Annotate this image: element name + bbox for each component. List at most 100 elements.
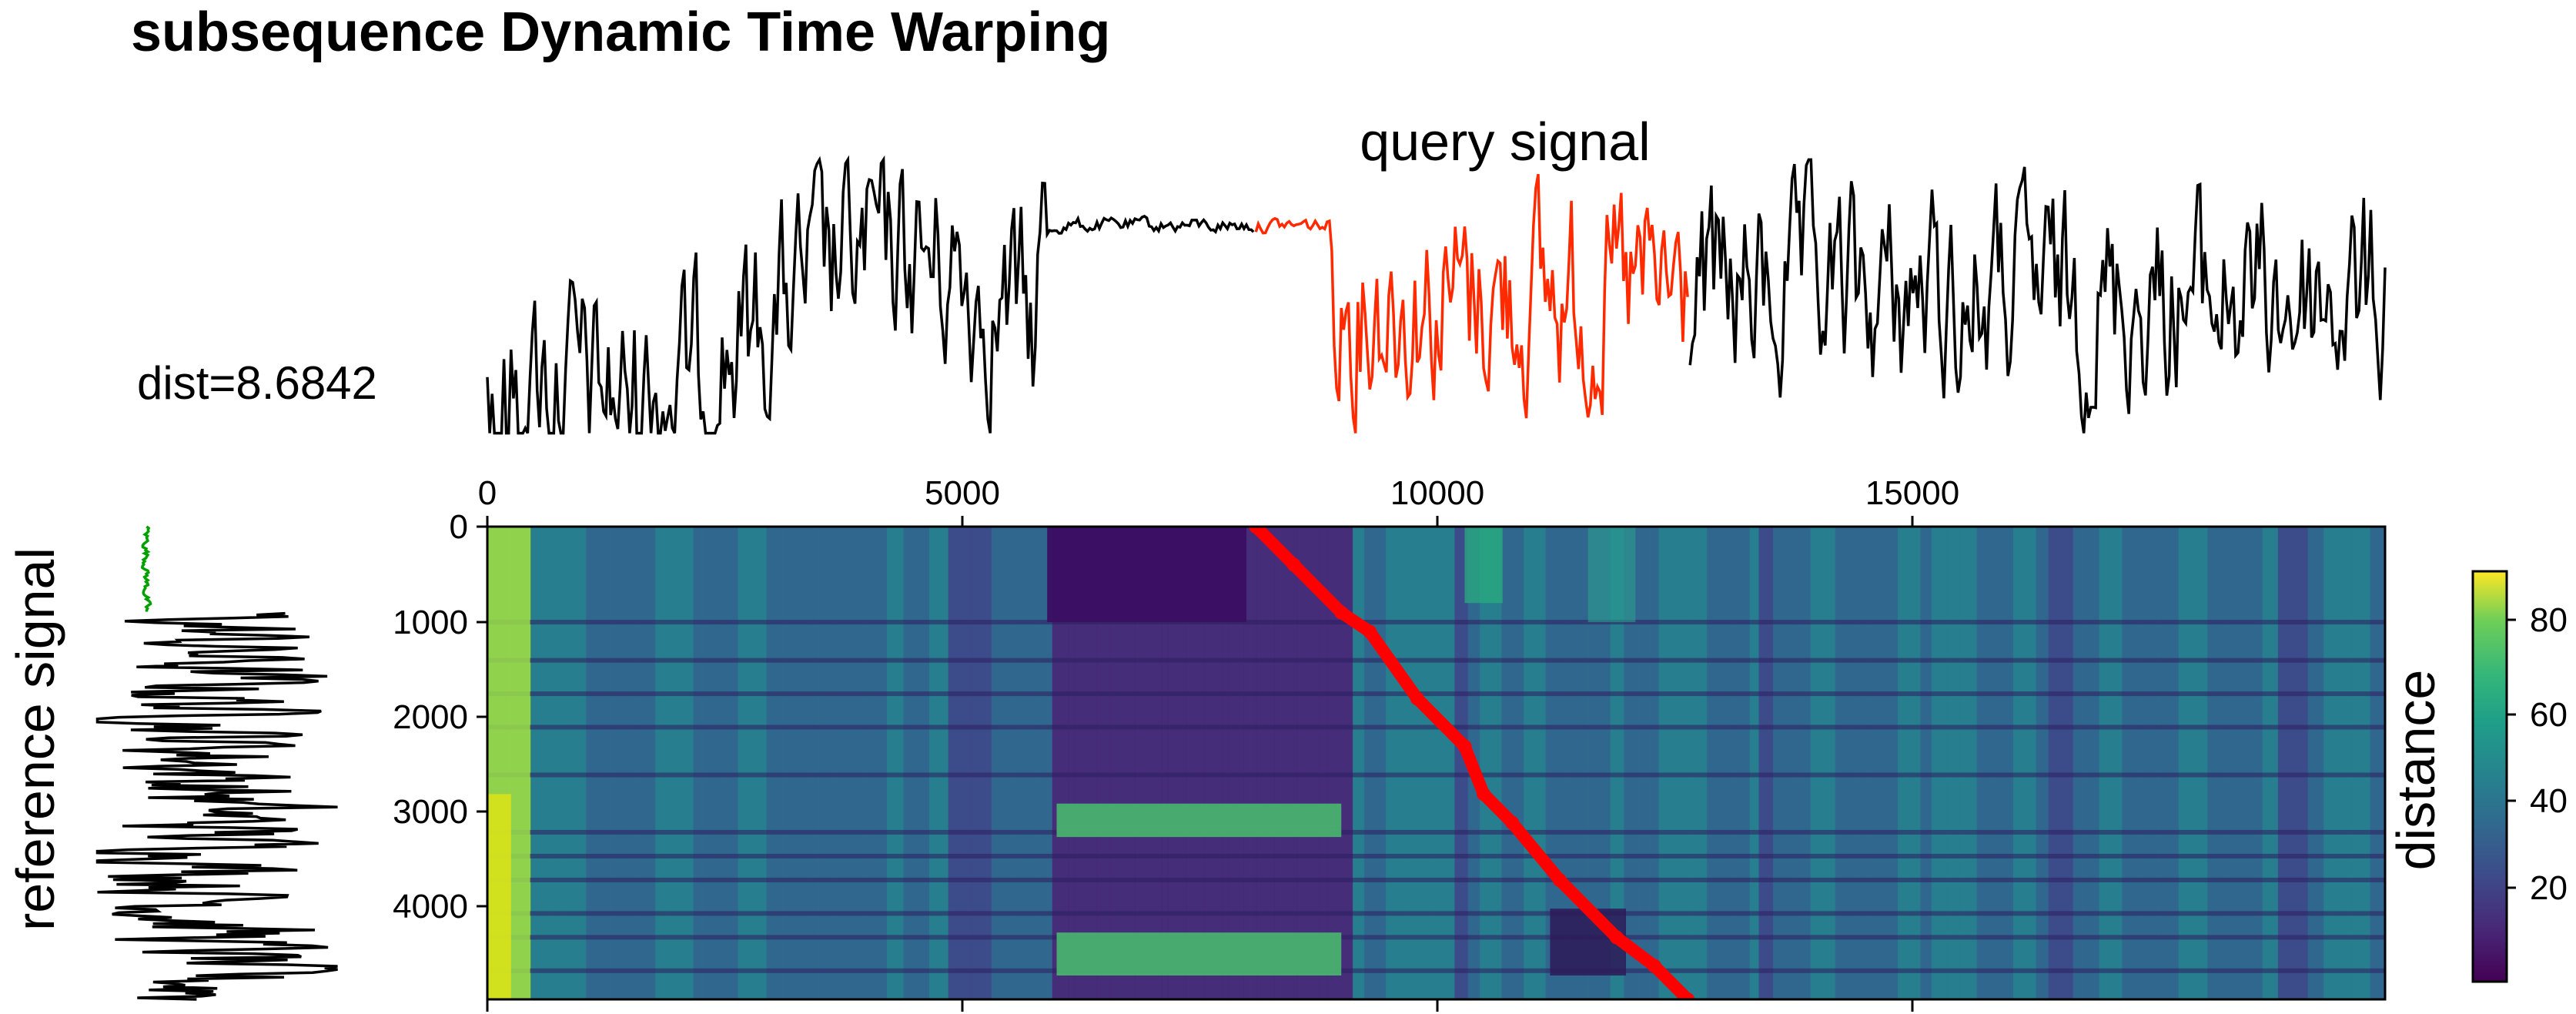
heatmap-column-band [1963,527,1978,999]
heatmap-column-band [1480,527,1503,999]
figure-title: subsequence Dynamic Time Warping [131,2,1110,63]
heatmap-column-band [655,527,667,999]
heatmap-column-band [1501,527,1525,999]
heatmap-column-band [2333,527,2348,999]
heatmap-column-band [2073,527,2083,999]
heatmap-column-band [1793,527,1803,999]
y-tick-label-3000: 3000 [393,793,468,831]
colorbar-tick-label-40: 40 [2530,782,2568,820]
x-tick-label-0: 0 [478,474,497,512]
heatmap-column-band [1363,527,1381,999]
heatmap-column-band [2307,527,2325,999]
warping-path-point [1286,557,1301,572]
x-axis-top: 0 5000 10000 15000 [478,474,1959,527]
heatmap-column-band [1976,527,1991,999]
heatmap-column-band [991,527,1015,999]
heatmap-column-band [2277,527,2309,999]
heatmap-column-band [1858,527,1871,999]
heatmap-column-band [2158,527,2180,999]
colorbar-label: distance [2386,670,2446,871]
heatmap-column-band [1802,527,1812,999]
heatmap-column-band [971,527,992,999]
heatmap-row-band [487,911,2385,916]
x-tick-label-5000: 5000 [925,474,1000,512]
heatmap-column-band [832,527,864,999]
heatmap-column-band [725,527,739,999]
y-tick-label-2000: 2000 [393,698,468,736]
warping-path-point [1681,992,1695,999]
heatmap-column-band [1434,527,1456,999]
heatmap-rows [487,620,2385,973]
warping-path-line [1250,527,1694,999]
heatmap-block [1047,527,1246,623]
distance-readout: dist=8.6842 [137,357,377,409]
heatmap-row-band [487,877,2385,882]
warping-path-point [1249,527,1263,534]
heatmap-block [1056,932,1342,976]
query-signal-plot [486,155,2387,435]
heatmap-column-band [2082,527,2100,999]
heatmap-column-band [2099,527,2123,999]
heatmap-column-band [635,527,657,999]
heatmap-row-band [487,620,2385,625]
heatmap-column-band [1989,527,2014,999]
heatmap-blocks [487,527,1636,999]
y-tick-label-4000: 4000 [393,888,468,925]
heatmap-column-band [887,527,905,999]
colorbar-tick-label-80: 80 [2530,601,2568,639]
heatmap-column-band [1707,527,1734,999]
heatmap-column-band [1951,527,1965,999]
heatmap-column-band [1749,527,1760,999]
warping-path-point [1552,872,1567,887]
heatmap-row-band [487,691,2385,697]
cost-matrix-heatmap [486,525,2387,1001]
heatmap-column-band [1810,527,1836,999]
warping-path-point [1609,930,1624,945]
heatmap-column-band [1658,527,1690,999]
heatmap-column-band [1772,527,1795,999]
heatmap-column-band [2048,527,2074,999]
heatmap-column-band [1920,527,1932,999]
heatmap-column-band [766,527,784,999]
heatmap-column-band [1638,527,1651,999]
heatmap-column-band [563,527,587,999]
heatmap-column-band [2178,527,2209,999]
heatmap-column-band [1732,527,1751,999]
heatmap-column-band [1869,527,1899,999]
warping-path [1249,527,1695,999]
heatmap-column-band [1524,527,1547,999]
warping-path-point [1647,959,1661,973]
heatmap-column-band [666,527,694,999]
warping-path-point [1363,624,1377,639]
y-tick-label-1000: 1000 [393,604,468,641]
heatmap-column-band [2262,527,2279,999]
heatmap-column-band [2228,527,2257,999]
heatmap-column-band [1409,527,1436,999]
heatmap-column-band [862,527,888,999]
query-signal-line [486,155,2387,435]
heatmap-column-band [782,527,809,999]
heatmap-column-band [2347,527,2371,999]
heatmap-column-band [1256,527,1276,999]
heatmap-column-band [1161,527,1169,999]
heatmap-block [487,794,511,999]
heatmap-column-band [2323,527,2335,999]
heatmap-column-band [610,527,637,999]
heatmap-column-band [738,527,768,999]
heatmap-column-band [1688,527,1708,999]
query-signal-label: query signal [1360,112,1650,172]
heatmap-column-band [1296,527,1320,999]
y-tick-label-0: 0 [450,508,468,546]
heatmap-column-band [1898,527,1907,999]
heatmap-column-band [2142,527,2159,999]
x-tick-label-15000: 15000 [1865,474,1959,512]
query-matched-segment [1254,173,1689,433]
heatmap-column-band [1380,527,1387,999]
heatmap-row-band [487,658,2385,663]
heatmap-column-band [818,527,834,999]
heatmap-block [1464,527,1503,604]
y-axis: 0 1000 2000 3000 4000 [393,508,487,925]
heatmap-column-band [2122,527,2143,999]
heatmap-column-band [2036,527,2049,999]
heatmap-column-band [1068,527,1076,999]
